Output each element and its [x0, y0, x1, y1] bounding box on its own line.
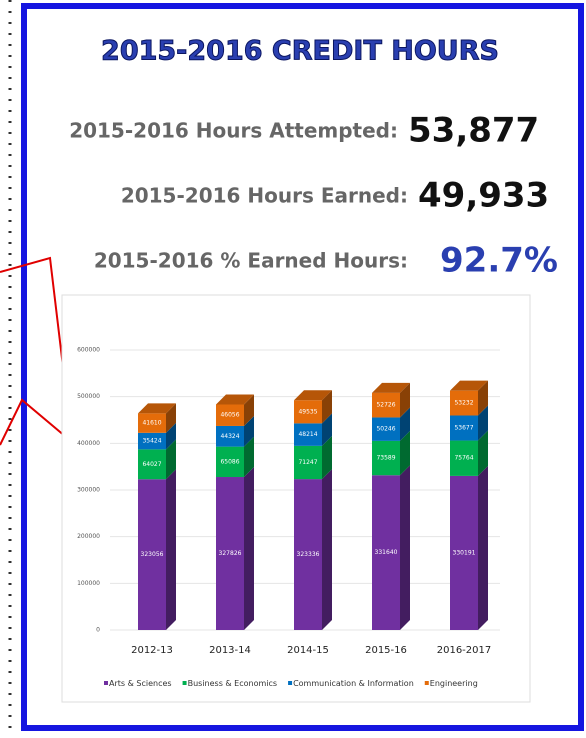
- x-tick-label: 2013-14: [209, 645, 251, 656]
- stat-value: 53,877: [408, 111, 539, 151]
- bar-segment: [372, 475, 400, 630]
- bar-side: [166, 422, 176, 450]
- bar-segment: [294, 423, 322, 446]
- value-label: 41610: [142, 420, 161, 427]
- bar-side: [478, 465, 488, 630]
- bar-side: [478, 380, 488, 416]
- legend-label: Arts & Sciences: [109, 679, 172, 688]
- bar-segment: [450, 390, 478, 416]
- bar-top: [216, 394, 254, 405]
- bar-side: [478, 430, 488, 476]
- value-label: 330191: [453, 549, 476, 556]
- y-tick-label: 200000: [77, 533, 100, 540]
- bar-segment: [372, 392, 400, 418]
- value-label: 73589: [376, 455, 395, 462]
- bar-side: [166, 403, 176, 433]
- bar-segment: [216, 477, 244, 630]
- x-tick-label: 2016-2017: [437, 645, 492, 656]
- stat-value: 49,933: [418, 176, 549, 216]
- value-label: 52726: [376, 402, 395, 409]
- stat-value: 92.7%: [440, 241, 558, 281]
- y-tick-label: 300000: [77, 487, 100, 494]
- bar-segment: [294, 445, 322, 480]
- bar-side: [400, 430, 410, 476]
- y-tick-label: 400000: [77, 440, 100, 447]
- legend-label: Communication & Information: [293, 679, 414, 688]
- bar-segment: [372, 440, 400, 476]
- value-label: 331640: [375, 549, 398, 556]
- bar-side: [244, 467, 254, 630]
- bar-side: [244, 436, 254, 478]
- bar-side: [166, 439, 176, 480]
- bar-segment: [138, 413, 166, 433]
- legend-swatch: [288, 681, 293, 685]
- value-label: 65086: [220, 458, 239, 465]
- bar-top: [450, 380, 488, 391]
- bar-segment: [294, 479, 322, 630]
- bar-segment: [372, 417, 400, 441]
- legend-swatch: [104, 681, 108, 685]
- bar-top: [372, 382, 410, 393]
- y-tick-label: 0: [96, 627, 100, 634]
- value-label: 323056: [141, 551, 164, 558]
- bar-top: [294, 390, 332, 401]
- value-label: 53232: [454, 400, 473, 407]
- bar-segment: [450, 475, 478, 630]
- stat-label: 2015-2016 % Earned Hours:: [94, 249, 408, 273]
- value-label: 53677: [454, 425, 473, 432]
- legend-label: Business & Economics: [188, 679, 278, 688]
- bar-segment: [216, 404, 244, 426]
- bar-side: [166, 469, 176, 630]
- value-label: 49535: [298, 408, 317, 415]
- bar-side: [400, 465, 410, 630]
- bar-side: [244, 394, 254, 426]
- legend-swatch: [182, 681, 187, 685]
- value-label: 75764: [454, 455, 473, 462]
- x-tick-label: 2015-16: [365, 645, 407, 656]
- value-label: 44324: [220, 433, 239, 440]
- value-label: 50246: [376, 426, 395, 433]
- x-tick-label: 2012-13: [131, 645, 173, 656]
- bar-segment: [138, 479, 166, 630]
- bar-segment: [294, 400, 322, 424]
- y-tick-label: 100000: [77, 580, 100, 587]
- value-label: 327826: [219, 550, 242, 557]
- chart: 0 100000 200000 300000 400000 500000 600000 201…: [77, 347, 500, 688]
- bar-segment: [450, 440, 478, 476]
- bar-side: [400, 382, 410, 418]
- y-tick-label: 500000: [77, 393, 100, 400]
- bar-side: [244, 415, 254, 447]
- value-label: 71247: [298, 459, 317, 466]
- bar-segment: [138, 432, 166, 450]
- stat-label: 2015-2016 Hours Earned:: [121, 184, 408, 208]
- value-label: 46056: [220, 412, 239, 419]
- value-label: 323336: [297, 551, 320, 558]
- bar-top: [138, 403, 176, 414]
- title: 2015-2016 CREDIT HOURS: [101, 36, 499, 67]
- bar-segment: [450, 415, 478, 441]
- x-tick-label: 2014-15: [287, 645, 329, 656]
- bar-side: [478, 405, 488, 441]
- value-label: 35424: [142, 438, 161, 445]
- bar-segment: [216, 425, 244, 447]
- bar-side: [322, 390, 332, 424]
- bar-side: [322, 469, 332, 630]
- value-label: 48214: [298, 431, 317, 438]
- bar-side: [322, 435, 332, 480]
- bar-segment: [216, 446, 244, 478]
- bar-side: [322, 413, 332, 446]
- legend-swatch: [424, 681, 429, 685]
- stat-label: 2015-2016 Hours Attempted:: [69, 119, 398, 143]
- bar-segment: [138, 449, 166, 480]
- y-tick-label: 600000: [77, 347, 100, 354]
- bar-side: [400, 407, 410, 441]
- legend-label: Engineering: [430, 679, 478, 688]
- value-label: 64027: [142, 461, 161, 468]
